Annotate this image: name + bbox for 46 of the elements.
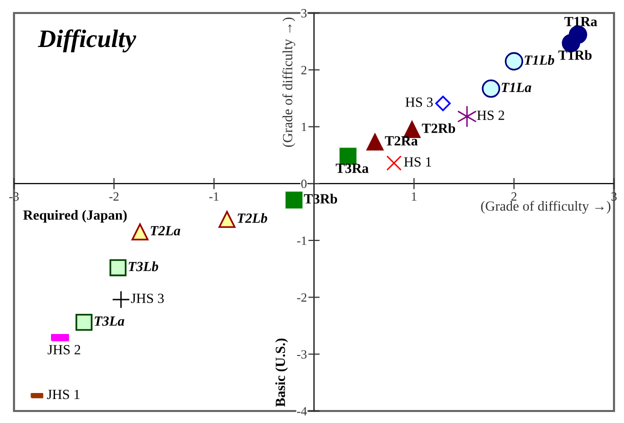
y-tick-label: 2: [301, 66, 306, 74]
x-axis-title: (Grade of difficulty →): [481, 200, 610, 214]
x-tick-label: -1: [209, 192, 218, 201]
y-tick-label: -2: [297, 293, 306, 302]
series-label: HS 1: [404, 157, 432, 167]
y-axis-title: (Grade of difficulty →): [282, 18, 296, 147]
point: [112, 290, 130, 309]
series-label: JHS 1: [47, 390, 80, 400]
point: [435, 96, 451, 112]
y-tick-label: -1: [297, 236, 306, 245]
text: Difficulty: [38, 29, 136, 52]
point: [76, 314, 92, 331]
series-label: T2La: [150, 226, 180, 236]
point: [340, 148, 356, 165]
series-label: T1Ra: [564, 16, 598, 26]
series-label: JHS 3: [131, 294, 164, 304]
series-label: T3Ra: [336, 164, 369, 173]
series-label: T3La: [94, 316, 124, 326]
point: [110, 259, 126, 276]
point: [366, 134, 384, 151]
series-label: T2Ra: [384, 136, 418, 146]
annotation: Required (Japan): [23, 210, 127, 223]
y-tick-label: 3: [301, 9, 307, 18]
series-label: T1La: [502, 82, 532, 92]
y-tick-label: 0: [301, 180, 307, 188]
annotation: Basic (U.S.): [275, 338, 288, 407]
series-label: HS 3: [406, 98, 433, 107]
series-label: T2Lb: [238, 213, 268, 223]
point: [482, 79, 500, 98]
y-tick-label: -4: [297, 407, 307, 416]
point: [286, 192, 302, 209]
y-tick-label: 1: [302, 122, 306, 132]
series-label: T3Lb: [128, 261, 158, 272]
point: [386, 155, 402, 171]
series-label: HS 2: [477, 110, 504, 120]
point: [504, 52, 524, 70]
series-label: T1Rb: [558, 50, 592, 60]
x-tick-label: 1: [412, 192, 416, 201]
y-tick-label: -3: [297, 350, 307, 359]
point: [132, 223, 148, 240]
series-label: T2Rb: [422, 123, 456, 134]
series-label: JHS 2: [48, 345, 80, 354]
point: [218, 210, 236, 228]
series-label: T1Lb: [524, 55, 554, 65]
x-tick-label: 2: [511, 192, 516, 201]
x-tick-label: -2: [109, 192, 119, 201]
